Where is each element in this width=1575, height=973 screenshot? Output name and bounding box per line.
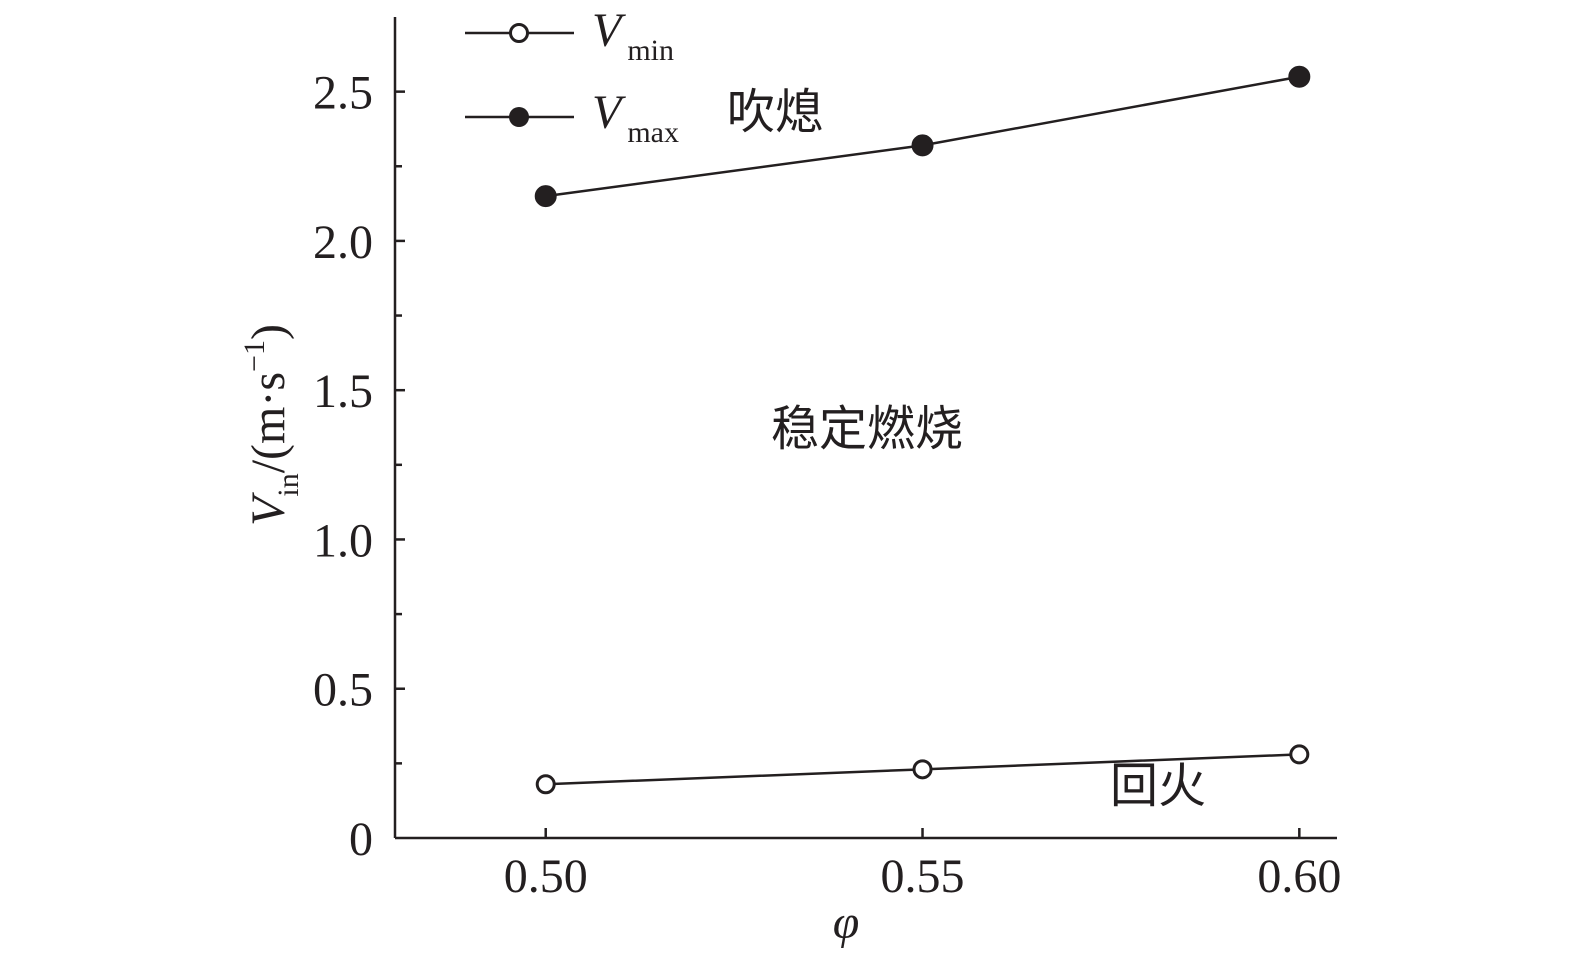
y-axis-title: Vin/(m·s−1) <box>238 324 305 526</box>
y-tick-label: 1.0 <box>313 514 373 567</box>
y-axis-units-exponent: −1 <box>238 340 271 372</box>
data-point-max <box>911 134 934 157</box>
legend-marker-open-circle <box>509 23 529 43</box>
legend-vmin-subscript: min <box>627 34 674 67</box>
legend-vmax-subscript: max <box>627 116 679 149</box>
data-point-min <box>1289 744 1310 765</box>
data-point-max <box>1288 65 1311 88</box>
x-ticks: 0.50 0.55 0.60 <box>504 828 1341 903</box>
y-tick-label: 2.0 <box>313 216 373 269</box>
data-point-max <box>534 185 557 208</box>
y-axis-units-close: ) <box>242 324 295 340</box>
x-tick-label: 0.50 <box>504 850 588 903</box>
y-tick-label: 0.5 <box>313 664 373 717</box>
data-point-min <box>912 759 933 780</box>
y-tick-label: 0 <box>349 813 373 866</box>
y-tick-label: 2.5 <box>313 67 373 120</box>
legend-vmin-symbol: V <box>592 4 626 57</box>
annotation-blowout: 吹熄 <box>727 84 823 140</box>
y-axis-units: /(m·s <box>242 372 295 473</box>
legend-marker-filled-circle <box>509 107 529 127</box>
legend-vmax-symbol: V <box>592 86 626 139</box>
annotation-stable-combustion: 稳定燃烧 <box>771 401 963 457</box>
y-ticks: 0 0.5 1.0 1.5 2.0 2.5 <box>313 67 405 866</box>
x-tick-label: 0.60 <box>1257 850 1341 903</box>
y-axis-symbol: V <box>242 492 295 526</box>
x-tick-label: 0.55 <box>881 850 965 903</box>
series-points <box>534 65 1311 795</box>
y-axis-subscript: in <box>272 473 305 496</box>
y-tick-label: 1.5 <box>313 365 373 418</box>
x-axis-title: φ <box>833 896 860 949</box>
annotation-flashback: 回火 <box>1110 758 1206 814</box>
data-point-min <box>535 774 556 795</box>
